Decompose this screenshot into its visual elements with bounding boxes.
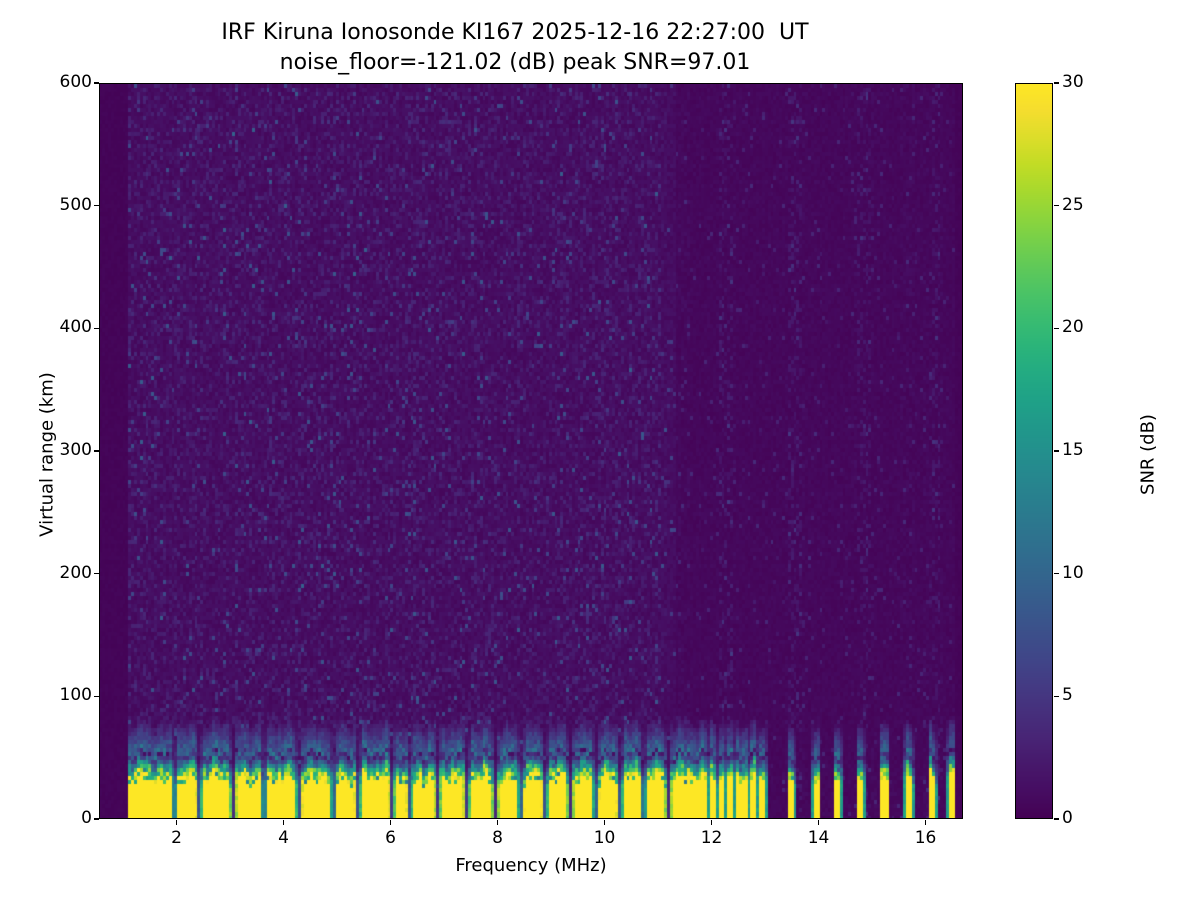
heatmap-plot-area[interactable] [99,83,963,819]
colorbar-gradient [1016,84,1052,818]
title-line-2: noise_floor=-121.02 (dB) peak SNR=97.01 [279,50,751,75]
x-tick-mark [924,820,927,825]
colorbar-tick-label: 20 [1062,317,1084,338]
colorbar-tick-label: 15 [1062,440,1084,460]
y-tick-mark [94,818,99,820]
x-tick-mark [389,820,392,825]
x-tick-label: 8 [492,828,503,848]
x-tick-label: 14 [807,828,830,848]
y-tick-mark [94,327,99,329]
x-tick-label: 12 [700,828,723,848]
colorbar-tick-label: 10 [1062,562,1084,583]
colorbar-tick-mark [1054,82,1059,84]
x-tick-label: 4 [278,828,289,848]
y-tick-mark [94,695,99,697]
ionogram-heatmap[interactable] [100,84,962,818]
y-axis-label: Virtual range (km) [36,372,58,537]
x-tick-label: 10 [593,828,616,848]
colorbar-tick-mark [1054,205,1059,207]
y-tick-label: 200 [59,562,92,583]
x-tick-mark [710,820,713,825]
y-tick-label: 600 [59,72,92,92]
y-tick-mark [94,205,99,207]
title-line-1: IRF Kiruna Ionosonde KI167 2025-12-16 22… [221,20,809,45]
x-tick-label: 16 [914,828,937,848]
colorbar-tick-label: 30 [1062,72,1084,92]
x-tick-mark [175,820,178,825]
y-tick-label: 400 [59,317,92,338]
y-tick-mark [94,82,99,84]
x-axis-label: Frequency (MHz) [455,855,607,876]
figure-title: IRF Kiruna Ionosonde KI167 2025-12-16 22… [0,18,1030,78]
x-tick-mark [817,820,820,825]
y-tick-label: 100 [59,685,92,706]
colorbar-tick-mark [1054,695,1059,697]
colorbar-tick-mark [1054,573,1059,575]
x-tick-mark [282,820,285,825]
colorbar-tick-label: 5 [1062,685,1073,706]
y-tick-label: 0 [81,808,92,828]
colorbar-label: SNR (dB) [1137,414,1159,495]
y-tick-mark [94,573,99,575]
y-tick-label: 500 [59,194,92,215]
x-tick-mark [603,820,606,825]
colorbar-tick-mark [1054,327,1059,329]
y-tick-label: 300 [59,440,92,460]
colorbar-tick-mark [1054,818,1059,820]
colorbar-tick-label: 0 [1062,808,1073,828]
x-tick-label: 6 [385,828,396,848]
x-tick-mark [496,820,499,825]
y-tick-mark [94,450,99,452]
colorbar[interactable] [1015,83,1053,819]
colorbar-tick-mark [1054,450,1059,452]
colorbar-tick-label: 25 [1062,194,1084,215]
x-tick-label: 2 [171,828,182,848]
